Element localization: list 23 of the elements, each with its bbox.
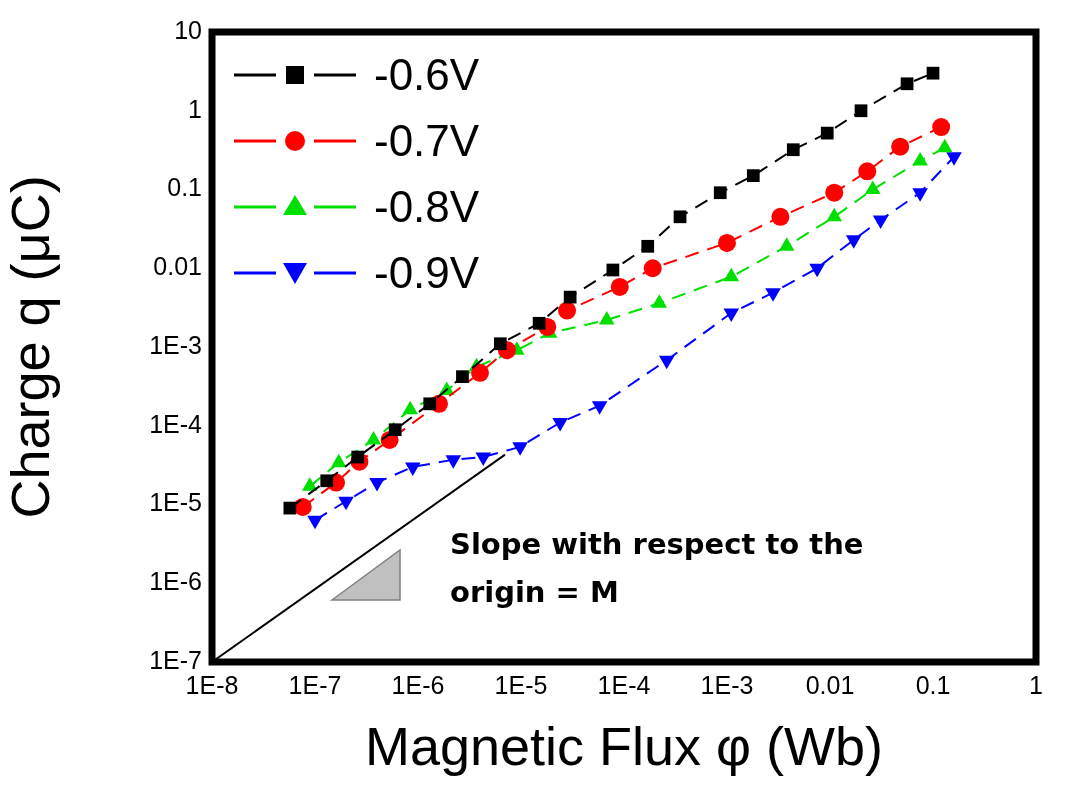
x-tick-label: 1 <box>1029 670 1043 699</box>
y-axis-title: Charge q (μC) <box>0 175 61 519</box>
y-tick-label: 1E-5 <box>149 488 202 517</box>
legend-label: -0.8V <box>374 181 480 233</box>
y-tick-label: 1E-4 <box>149 409 203 438</box>
y-tick-label: 1E-3 <box>149 330 202 359</box>
x-tick-label: 1E-6 <box>391 670 445 699</box>
legend-label: -0.9V <box>374 247 480 299</box>
x-tick-label: 1E-4 <box>597 670 651 699</box>
legend-label: -0.7V <box>374 115 480 167</box>
y-tick-label: 1 <box>188 94 202 123</box>
annotation: Slope with respect to the origin = M <box>450 526 865 611</box>
x-tick-label: 0.1 <box>915 670 951 699</box>
x-axis-title: Magnetic Flux φ (Wb) <box>364 716 884 777</box>
y-tick-label: 0.01 <box>153 252 202 281</box>
x-tick-label: 0.01 <box>805 670 855 699</box>
y-tick-label: 0.1 <box>167 173 202 202</box>
y-tick-label: 10 <box>174 15 202 44</box>
x-tick-label: 1E-5 <box>494 670 548 699</box>
legend-label: -0.6V <box>374 49 480 101</box>
y-tick-label: 1E-6 <box>149 567 202 596</box>
x-tick-label: 1E-3 <box>700 670 754 699</box>
x-tick-label: 1E-7 <box>288 670 342 699</box>
